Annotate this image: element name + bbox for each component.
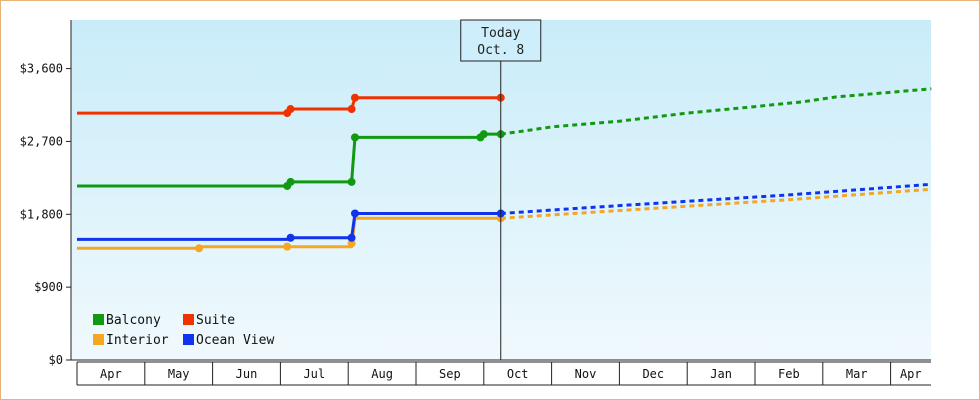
x-tick-label: Nov: [575, 367, 597, 381]
legend-swatch-suite: [183, 314, 194, 325]
x-tick-label: Apr: [100, 367, 122, 381]
x-tick-label: Oct: [507, 367, 529, 381]
legend-label-interior: Interior: [106, 333, 169, 348]
y-tick-label: $2,700: [20, 134, 63, 148]
suite-point: [350, 93, 359, 102]
balcony-point: [286, 177, 295, 186]
x-tick-label: Jan: [710, 367, 732, 381]
legend-swatch-ocean-view: [183, 334, 194, 345]
y-tick-label: $900: [34, 280, 63, 294]
y-tick-label: $0: [49, 353, 63, 367]
ocean-view-forecast-line: [500, 182, 932, 215]
interior-history-line: [77, 216, 501, 250]
x-tick-label: Feb: [778, 367, 800, 381]
legend-label-ocean-view: Ocean View: [196, 333, 274, 348]
y-tick-label: $1,800: [20, 207, 63, 221]
x-tick-label: Jul: [303, 367, 325, 381]
x-tick-label: May: [168, 367, 190, 381]
suite-point: [286, 105, 295, 114]
suite-point: [347, 105, 356, 114]
legend-label-balcony: Balcony: [106, 313, 161, 328]
balcony-point: [350, 133, 359, 142]
suite-history-line: [77, 96, 501, 115]
legend-swatch-interior: [93, 334, 104, 345]
interior-forecast-line: [500, 187, 932, 220]
x-tick-label: Mar: [846, 367, 868, 381]
ocean-view-point: [286, 233, 295, 242]
interior-point: [347, 239, 356, 248]
interior-point: [195, 244, 204, 253]
series-interior: [77, 187, 932, 253]
x-tick-label: Aug: [371, 367, 393, 381]
series-ocean-view: [77, 182, 932, 242]
today-label: Today: [481, 26, 520, 41]
series-suite: [77, 93, 505, 118]
ocean-view-point: [350, 209, 359, 218]
ocean-view-history-line: [77, 212, 501, 241]
balcony-point: [479, 130, 488, 139]
balcony-forecast-line: [500, 87, 932, 136]
x-tick-label: Sep: [439, 367, 461, 381]
legend-swatch-balcony: [93, 314, 104, 325]
x-tick-label: Dec: [642, 367, 664, 381]
x-tick-label: Apr: [900, 367, 922, 381]
ocean-view-point: [347, 233, 356, 242]
x-tick-label: Jun: [236, 367, 258, 381]
interior-point: [283, 242, 292, 251]
y-tick-label: $3,600: [20, 62, 63, 76]
balcony-point: [347, 177, 356, 186]
legend-label-suite: Suite: [196, 313, 235, 328]
today-date: Oct. 8: [477, 43, 524, 58]
today-box: [460, 19, 542, 62]
